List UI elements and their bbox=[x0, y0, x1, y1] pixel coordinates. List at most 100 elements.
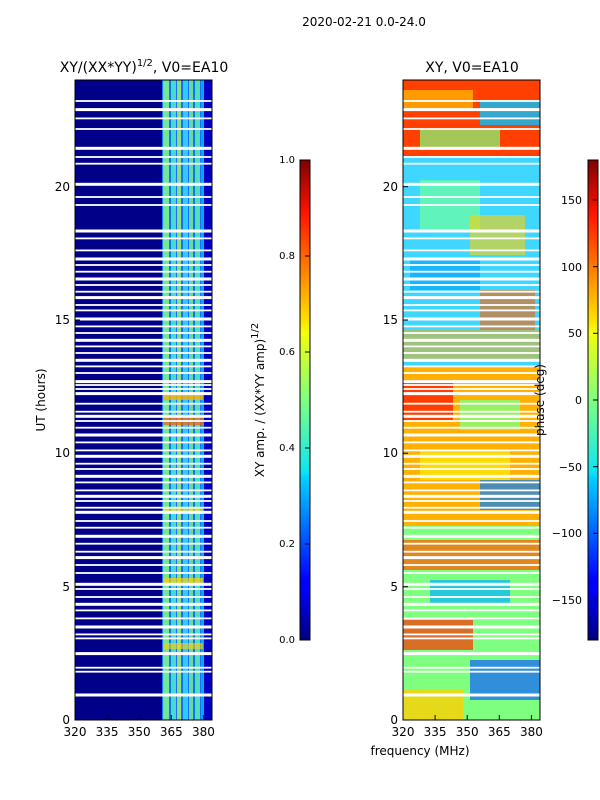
amplitude-ytick-label-20: 20 bbox=[55, 180, 70, 194]
gap-line bbox=[75, 572, 212, 574]
gap-line bbox=[75, 609, 212, 612]
gap-line bbox=[75, 117, 212, 120]
gap-line bbox=[403, 617, 540, 620]
gap-line bbox=[403, 100, 540, 102]
gap-line bbox=[403, 420, 540, 422]
gap-line bbox=[75, 380, 212, 384]
gap-line bbox=[403, 564, 540, 566]
phase-top-patch-3 bbox=[420, 130, 500, 150]
phase-xtick-label-365: 365 bbox=[488, 725, 511, 739]
amplitude-cbar-label-4: 0.8 bbox=[279, 251, 295, 262]
gap-line bbox=[75, 602, 212, 606]
amplitude-xtick-label-320: 320 bbox=[64, 725, 87, 739]
gap-line bbox=[403, 284, 540, 286]
phase-colorbar-label: phase (deg) bbox=[533, 364, 547, 436]
gap-line bbox=[75, 441, 212, 444]
gap-line bbox=[403, 296, 540, 300]
gap-line bbox=[75, 128, 212, 130]
gap-line bbox=[75, 296, 212, 300]
gap-line bbox=[75, 384, 212, 386]
gap-line bbox=[75, 433, 212, 437]
phase-top-patch-2 bbox=[480, 100, 540, 125]
gap-line bbox=[75, 468, 212, 470]
amplitude-band-edge bbox=[204, 80, 212, 720]
gap-line bbox=[75, 617, 212, 620]
gap-line bbox=[75, 666, 212, 669]
gap-line bbox=[75, 332, 212, 334]
gap-line bbox=[75, 345, 212, 348]
phase-xtick-label-335: 335 bbox=[424, 725, 447, 739]
gap-line bbox=[75, 270, 212, 273]
gap-line bbox=[403, 290, 540, 293]
gap-line bbox=[75, 489, 212, 492]
amplitude-gap-lines bbox=[75, 100, 212, 697]
gap-line bbox=[75, 229, 212, 233]
gap-line bbox=[75, 510, 212, 514]
phase-cbar-label-m150: −150 bbox=[552, 594, 582, 607]
gap-line bbox=[75, 481, 212, 484]
gap-line bbox=[403, 345, 540, 348]
gap-line bbox=[75, 582, 212, 586]
gap-line bbox=[403, 481, 540, 484]
amplitude-ylabel: UT (hours) bbox=[34, 368, 48, 431]
phase-y-axis: 0 5 10 15 20 bbox=[383, 180, 408, 727]
gap-line bbox=[403, 204, 540, 206]
phase-plot-title: XY, V0=EA10 bbox=[425, 60, 519, 76]
phase-calm-patch-2 bbox=[470, 215, 525, 255]
gap-line bbox=[75, 534, 212, 538]
amplitude-xtick-label-380: 380 bbox=[192, 725, 215, 739]
gap-line bbox=[75, 284, 212, 286]
phase-cbar-label-m50: −50 bbox=[559, 461, 582, 474]
gap-line bbox=[75, 542, 212, 545]
gap-line bbox=[75, 462, 212, 465]
gap-line bbox=[75, 249, 212, 252]
gap-line bbox=[403, 146, 540, 150]
amplitude-plot-title: XY/(XX*YY)1/2, V0=EA10 bbox=[60, 58, 229, 76]
gap-line bbox=[403, 304, 540, 306]
gap-line bbox=[403, 392, 540, 396]
phase-lower-patch-4 bbox=[470, 660, 540, 700]
gap-line bbox=[75, 564, 212, 566]
gap-line bbox=[75, 526, 212, 529]
gap-line bbox=[75, 652, 212, 656]
gap-line bbox=[403, 388, 540, 390]
gap-line bbox=[75, 410, 212, 413]
gap-line bbox=[403, 670, 540, 673]
gap-line bbox=[75, 257, 212, 261]
gap-line bbox=[75, 108, 212, 112]
gap-line bbox=[75, 372, 212, 374]
gap-line bbox=[403, 182, 540, 186]
gap-line bbox=[75, 588, 212, 590]
gap-line bbox=[403, 602, 540, 606]
phase-calm-patch-5 bbox=[403, 330, 540, 360]
phase-cbar-label-0: 0 bbox=[575, 394, 582, 407]
amplitude-ytick-label-10: 10 bbox=[55, 446, 70, 460]
gap-line bbox=[403, 494, 540, 498]
amplitude-y-axis: 0 5 10 15 20 UT (hours) bbox=[34, 180, 80, 727]
gap-line bbox=[75, 338, 212, 342]
amplitude-hotspot-1 bbox=[163, 392, 203, 400]
gap-line bbox=[403, 332, 540, 334]
gap-line bbox=[75, 156, 212, 158]
phase-xtick-label-320: 320 bbox=[392, 725, 415, 739]
amplitude-ytick-label-0: 0 bbox=[62, 713, 70, 727]
gap-line bbox=[403, 625, 540, 629]
gap-line bbox=[75, 365, 212, 368]
gap-line bbox=[75, 550, 212, 553]
gap-line bbox=[75, 146, 212, 150]
phase-x-axis: 320 335 350 365 380 bbox=[392, 715, 543, 739]
gap-line bbox=[75, 162, 212, 165]
phase-gap-lines bbox=[403, 100, 540, 697]
shared-xlabel: frequency (MHz) bbox=[370, 744, 469, 758]
gap-line bbox=[403, 556, 540, 560]
gap-line bbox=[75, 693, 212, 697]
gap-line bbox=[403, 474, 540, 478]
amplitude-speckle-band bbox=[75, 80, 162, 720]
amplitude-hotspot-4 bbox=[163, 643, 203, 649]
gap-line bbox=[403, 402, 540, 405]
amplitude-colorbar-gradient bbox=[299, 159, 311, 641]
gap-line bbox=[403, 433, 540, 437]
gap-line bbox=[75, 388, 212, 390]
gap-line bbox=[403, 609, 540, 612]
